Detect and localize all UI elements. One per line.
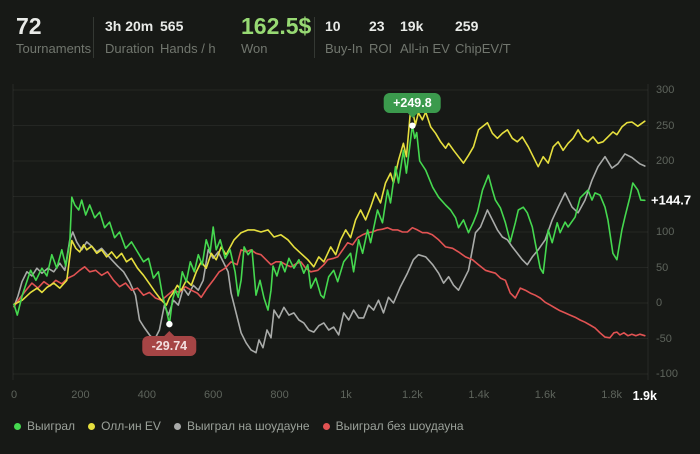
stat-label: ChipEV/T: [455, 41, 511, 56]
stat-value: 23: [369, 18, 385, 34]
stat-roi: 23 ROI: [369, 12, 392, 56]
legend-item-won[interactable]: Выиграл: [14, 419, 75, 433]
y-axis-tick: -50: [656, 332, 672, 345]
y-axis-tick: 0: [656, 297, 663, 309]
chart-legend: Выиграл Олл-ин EV Выиграл на шоудауне Вы…: [14, 419, 464, 433]
x-axis-tick: 1.8k: [601, 389, 622, 401]
max-value-badge: +249.8: [384, 92, 441, 113]
stat-value: 565: [160, 18, 184, 34]
x-axis-tick: 0: [10, 389, 18, 401]
y-axis-tick: 50: [656, 261, 669, 274]
legend-item-won-no-showdown[interactable]: Выиграл без шоудауна: [322, 419, 464, 433]
legend-label: Выиграл без шоудауна: [335, 419, 464, 433]
stat-won: 162.5$ Won: [241, 12, 311, 56]
y-axis-tick: 100: [656, 226, 675, 238]
stat-chip-ev: 259 ChipEV/T: [455, 12, 511, 56]
x-axis-tick: 1.4k: [468, 389, 490, 401]
stat-buy-in: 10 Buy-In: [325, 12, 363, 56]
stat-value: 3h 20m: [105, 18, 154, 34]
divider: [93, 17, 94, 58]
y-axis-tick: -100: [656, 368, 679, 380]
stat-label: Tournaments: [16, 41, 92, 56]
x-axis-tick: 1.6k: [534, 389, 556, 401]
stat-hands-per-hour: 565 Hands / h: [160, 12, 216, 56]
min-value-badge: -29.74: [142, 336, 197, 357]
current-value-label: +144.7: [651, 192, 692, 208]
stat-value: 259: [455, 18, 479, 34]
y-axis-tick: 200: [656, 155, 675, 167]
x-axis-tick: 400: [137, 389, 156, 401]
legend-dot-icon: [88, 422, 96, 430]
stat-value: 162.5$: [241, 13, 312, 39]
divider: [314, 17, 315, 58]
legend-label: Выиграл: [27, 419, 76, 433]
y-axis-tick: 300: [656, 84, 675, 96]
stat-value: 72: [16, 13, 42, 39]
stat-label: Won: [241, 41, 268, 56]
legend-label: Олл-ин EV: [101, 419, 161, 433]
x-axis-tick: 1k: [340, 389, 352, 401]
x-axis-tick: 1.2k: [401, 389, 423, 401]
stat-tournaments: 72 Tournaments: [16, 12, 91, 56]
y-axis-tick: 250: [656, 119, 675, 132]
stat-label: All-in EV: [400, 41, 450, 56]
stat-value: 10: [325, 18, 341, 34]
stat-value: 19k: [400, 18, 424, 34]
x-axis-tick: 1.9k: [632, 389, 657, 403]
x-axis-tick: 800: [270, 389, 289, 401]
x-axis-tick: 200: [71, 389, 90, 401]
legend-item-all-in-ev[interactable]: Олл-ин EV: [88, 419, 161, 433]
stat-label: Duration: [105, 41, 155, 56]
x-axis-tick: 600: [204, 389, 223, 401]
legend-dot-icon: [322, 422, 330, 430]
stats-bar: 72 Tournaments 3h 20m Duration 565 Hands…: [0, 0, 700, 70]
legend-dot-icon: [14, 422, 21, 430]
legend-dot-icon: [173, 422, 181, 430]
stat-label: Hands / h: [160, 41, 216, 56]
legend-item-won-showdown[interactable]: Выиграл на шоудауне: [173, 419, 310, 433]
stat-all-in-ev: 19k All-in EV: [400, 12, 450, 56]
stat-label: Buy-In: [325, 41, 363, 56]
stat-duration: 3h 20m Duration: [105, 12, 154, 56]
legend-label: Выиграл на шоудауне: [186, 419, 310, 433]
stat-label: ROI: [369, 41, 393, 56]
